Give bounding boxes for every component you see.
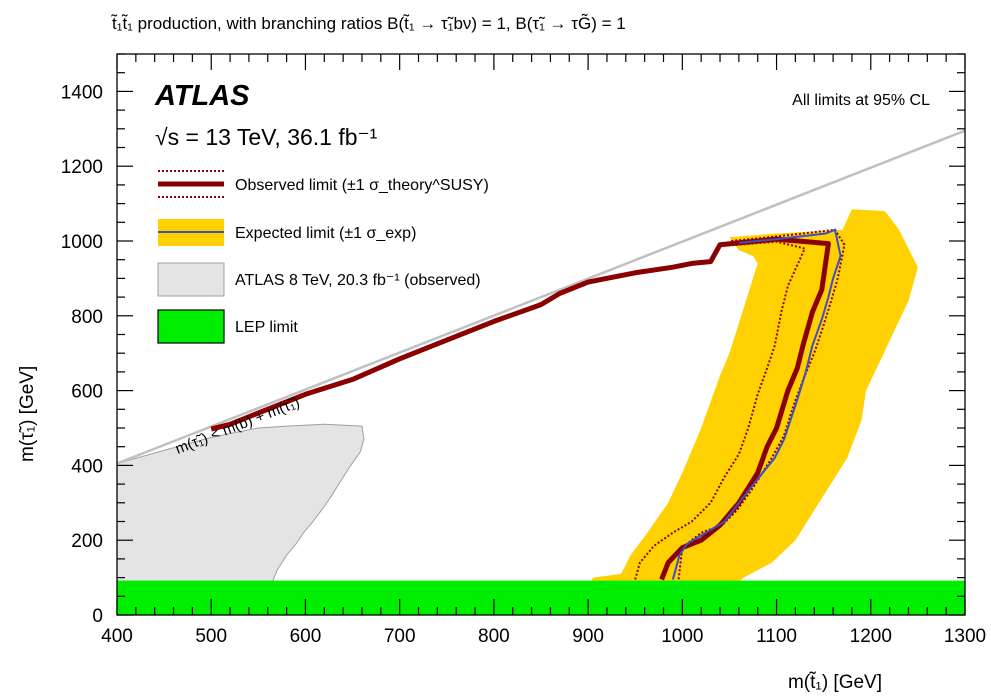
legend-entry-atlas8: ATLAS 8 TeV, 20.3 fb⁻¹ (observed) bbox=[157, 262, 481, 297]
x-tick-label: 800 bbox=[478, 626, 510, 647]
x-tick-label: 600 bbox=[290, 626, 322, 647]
legend-lep-swatch bbox=[157, 309, 225, 344]
expected-limit-line bbox=[671, 228, 842, 580]
x-tick-labels: 400 500 600 700 800 900 1000 1100 1200 1300 bbox=[101, 626, 986, 647]
x-tick-label: 1200 bbox=[850, 626, 892, 647]
legend-expected-label: Expected limit (±1 σ_exp) bbox=[235, 225, 416, 242]
x-tick-label: 1100 bbox=[756, 626, 797, 647]
y-tick-label: 1400 bbox=[61, 82, 103, 103]
legend-observed-label: Observed limit (±1 σ_theory^SUSY) bbox=[235, 177, 489, 194]
legend-entry-expected: Expected limit (±1 σ_exp) bbox=[158, 219, 416, 246]
chart-title: t̃₁t̃₁ production, with branching ratios… bbox=[110, 13, 625, 33]
y-axis-label: m(τ̃₁) [GeV] bbox=[17, 366, 38, 462]
confidence-label: All limits at 95% CL bbox=[792, 92, 930, 109]
y-tick-label: 1000 bbox=[61, 232, 103, 253]
lep-limit-region bbox=[117, 580, 965, 615]
y-tick-labels: 0 200 400 600 800 1000 1200 1400 bbox=[61, 82, 103, 627]
energy-label: √s = 13 TeV, 36.1 fb⁻¹ bbox=[155, 124, 378, 150]
y-tick-label: 800 bbox=[71, 307, 103, 328]
experiment-label: ATLAS bbox=[154, 80, 250, 112]
legend-atlas8-swatch bbox=[157, 262, 225, 297]
x-tick-label: 500 bbox=[195, 626, 227, 647]
expected-limit-band bbox=[588, 209, 918, 591]
x-tick-label: 1300 bbox=[944, 626, 986, 647]
y-tick-label: 1200 bbox=[61, 157, 103, 178]
legend-atlas8-label: ATLAS 8 TeV, 20.3 fb⁻¹ (observed) bbox=[235, 272, 481, 289]
legend-lep-label: LEP limit bbox=[235, 319, 298, 336]
x-axis-label: m(t̃₁) [GeV] bbox=[788, 671, 882, 693]
y-tick-label: 400 bbox=[71, 456, 103, 477]
x-tick-label: 700 bbox=[384, 626, 416, 647]
legend-entry-observed: Observed limit (±1 σ_theory^SUSY) bbox=[158, 170, 489, 198]
axis-ticks bbox=[116, 53, 966, 616]
plot-area bbox=[117, 129, 965, 615]
x-tick-label: 400 bbox=[101, 626, 133, 647]
legend-entry-lep: LEP limit bbox=[157, 309, 298, 344]
y-tick-label: 600 bbox=[71, 382, 103, 403]
x-tick-label: 1000 bbox=[661, 626, 703, 647]
observed-limit-minus-sigma bbox=[634, 240, 807, 580]
y-tick-label: 0 bbox=[92, 606, 103, 627]
kinematic-limit-line bbox=[117, 129, 965, 465]
y-tick-label: 200 bbox=[71, 531, 103, 552]
legend: Observed limit (±1 σ_theory^SUSY) Expect… bbox=[157, 170, 489, 344]
atlas-8tev-region bbox=[117, 423, 365, 582]
x-tick-label: 900 bbox=[572, 626, 604, 647]
